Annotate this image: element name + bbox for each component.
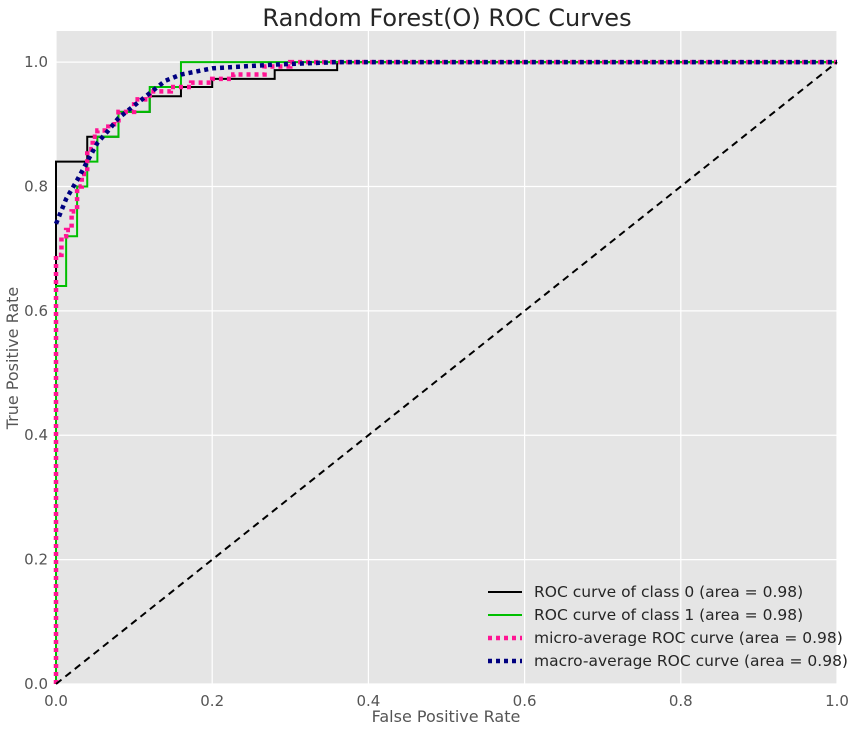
legend: ROC curve of class 0 (area = 0.98) ROC cu… (488, 583, 848, 670)
x-tick-label: 0.6 (513, 692, 537, 710)
y-tick-label: 0.4 (24, 426, 48, 444)
y-tick-label: 0.0 (24, 675, 48, 693)
legend-label: micro-average ROC curve (area = 0.98) (534, 629, 843, 647)
chance-diagonal-line (55, 61, 838, 685)
x-tick-label: 1.0 (825, 692, 849, 710)
y-tick-label: 0.2 (24, 551, 48, 569)
x-tick-label: 0.8 (669, 692, 693, 710)
x-tick-label: 0.2 (200, 692, 224, 710)
y-tick-label: 0.8 (24, 177, 48, 195)
legend-label: macro-average ROC curve (area = 0.98) (534, 652, 848, 670)
x-axis-label: False Positive Rate (372, 707, 521, 726)
series-line-1 (55, 61, 837, 684)
legend-label: ROC curve of class 0 (area = 0.98) (534, 583, 803, 601)
series-line-3 (53, 59, 837, 225)
legend-label: ROC curve of class 1 (area = 0.98) (534, 606, 803, 624)
chart-title: Random Forest(O) ROC Curves (262, 4, 631, 32)
y-tick-label: 1.0 (24, 53, 48, 71)
x-tick-label: 0.0 (44, 692, 68, 710)
y-tick-label: 0.6 (24, 302, 48, 320)
plot-area (56, 31, 837, 684)
x-tick-label: 0.4 (356, 692, 380, 710)
grid-lines (55, 31, 838, 685)
series-lines (53, 59, 838, 685)
series-line-0 (55, 61, 837, 684)
tick-labels: 0.0 0.2 0.4 0.6 0.8 1.0 0.0 0.2 0.4 0.6 0.8 1.0 (24, 53, 849, 710)
y-axis-label: True Positive Rate (3, 287, 22, 431)
series-line-2 (53, 59, 837, 684)
